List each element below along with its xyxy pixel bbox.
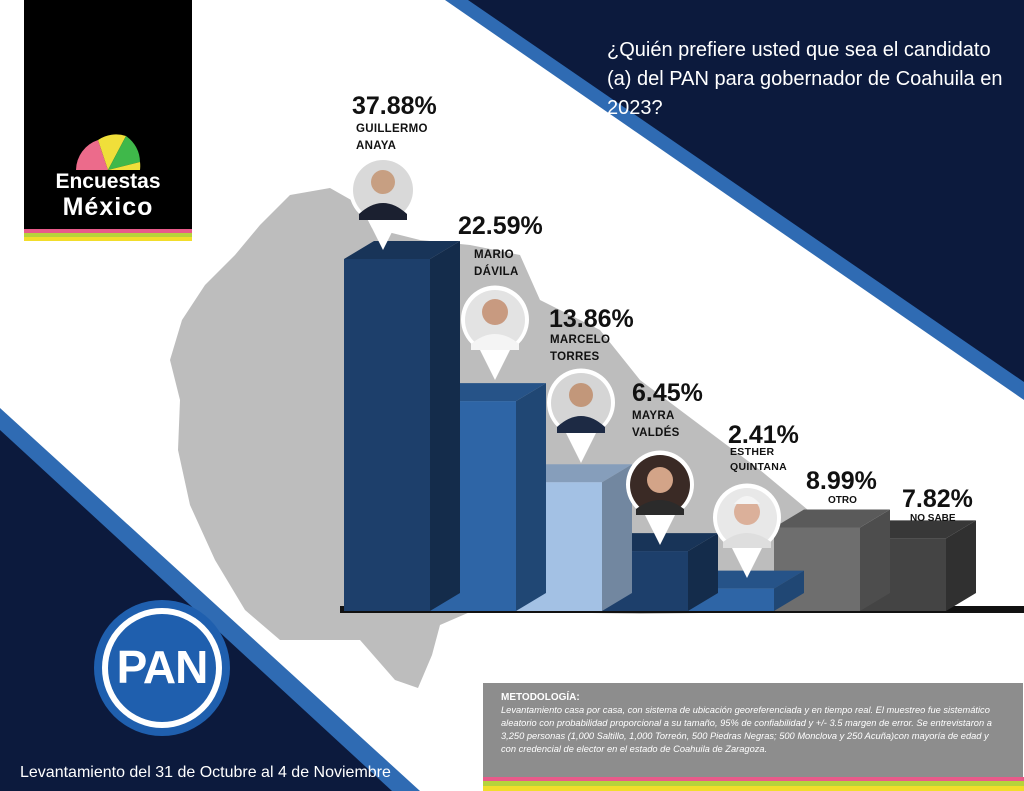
category-label-davila: MARIO DÁVILA bbox=[474, 249, 519, 278]
top-navy-panel bbox=[468, 0, 1024, 382]
candidate-photo-valdes bbox=[626, 450, 694, 545]
brand-line2: México bbox=[62, 193, 154, 221]
category-label-valdes: MAYRA VALDÉS bbox=[632, 410, 680, 439]
bar-side-4 bbox=[774, 570, 804, 611]
candidate-photo-davila bbox=[461, 285, 529, 380]
brand-logo: Encuestas México bbox=[24, 0, 192, 240]
bar-side-6 bbox=[946, 520, 976, 611]
methodology-text: Levantamiento casa por casa, con sistema… bbox=[501, 705, 992, 754]
value-label-davila: 22.59% bbox=[458, 212, 543, 240]
value-label-valdes: 6.45% bbox=[632, 379, 703, 407]
bar-side-3 bbox=[688, 533, 718, 611]
bar-top-5 bbox=[774, 509, 890, 528]
value-label-no-sabe: 7.82% bbox=[902, 485, 973, 513]
bar-side-2 bbox=[602, 464, 632, 611]
methodology-box: METODOLOGÍA: Levantamiento casa por casa… bbox=[483, 683, 1023, 791]
bar-top-0 bbox=[344, 241, 460, 259]
category-label-anaya: GUILLERMO ANAYA bbox=[356, 123, 428, 152]
pan-logo-text: PAN bbox=[116, 641, 209, 693]
methodology-stripes bbox=[483, 777, 1024, 791]
category-label-torres: MARCELO TORRES bbox=[550, 334, 611, 363]
candidate-photo-quintana bbox=[713, 483, 781, 578]
bar-0 bbox=[344, 259, 430, 611]
survey-dates: Levantamiento del 31 de Octubre al 4 de … bbox=[20, 764, 391, 781]
value-label-otro: 8.99% bbox=[806, 467, 877, 495]
chart-title: ¿Quién prefiere usted que sea el candida… bbox=[607, 39, 1003, 119]
brand-line1: Encuestas bbox=[55, 170, 161, 193]
bars-group bbox=[344, 241, 976, 611]
pie-logo-icon bbox=[76, 134, 141, 170]
brand-stripes bbox=[24, 229, 192, 243]
category-label-otro: OTRO bbox=[828, 495, 857, 506]
bar-side-5 bbox=[860, 509, 890, 611]
methodology-title: METODOLOGÍA: bbox=[501, 692, 580, 703]
candidate-photo-torres bbox=[547, 368, 615, 463]
value-label-anaya: 37.88% bbox=[352, 92, 437, 120]
category-label-no-sabe: NO SABE bbox=[910, 513, 956, 524]
value-label-torres: 13.86% bbox=[549, 305, 634, 333]
category-label-quintana: ESTHER QUINTANA bbox=[730, 446, 788, 473]
pan-logo bbox=[94, 600, 230, 736]
bar-side-1 bbox=[516, 383, 546, 611]
candidate-photo-anaya bbox=[349, 155, 417, 250]
value-label-quintana: 2.41% bbox=[728, 421, 799, 449]
bar-side-0 bbox=[430, 241, 460, 611]
